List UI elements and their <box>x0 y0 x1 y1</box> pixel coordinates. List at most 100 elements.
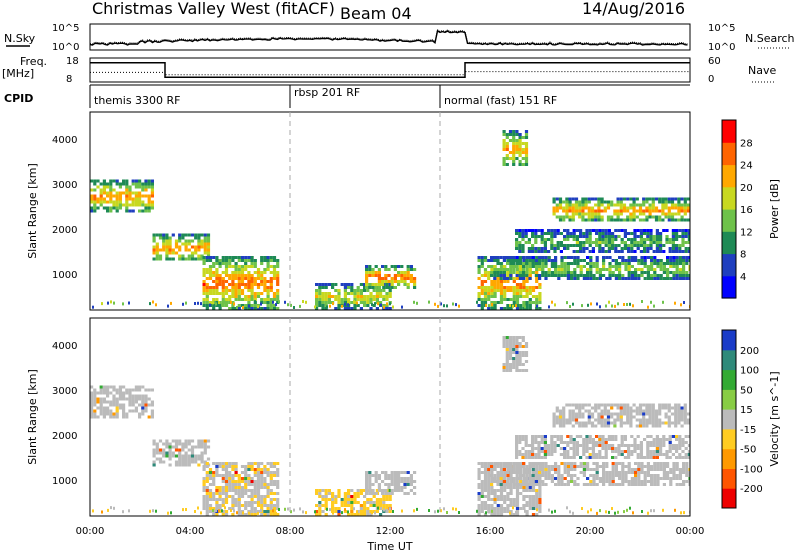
velocity-echo-cell <box>656 477 660 480</box>
x-tick-5: 20:00 <box>576 526 605 537</box>
power-echo-cell <box>493 268 497 271</box>
velocity-echo-cell <box>512 504 516 507</box>
power-echo-cell <box>115 209 119 213</box>
power-echo-cell <box>147 200 151 204</box>
velocity-echo-cell <box>642 421 646 425</box>
power-echo-cell <box>347 286 351 289</box>
velocity-echo-cell <box>502 366 506 369</box>
velocity-echo-cell <box>656 468 660 471</box>
velocity-echo-cell <box>409 480 413 483</box>
power-echo-cell <box>215 256 219 259</box>
power-echo-cell <box>544 265 548 268</box>
velocity-echo-cell <box>566 471 570 474</box>
power-echo-cell <box>393 268 397 271</box>
power-echo-cell <box>670 212 675 216</box>
velocity-echo-cell <box>162 451 166 455</box>
power-echo-cell <box>661 200 665 204</box>
power-echo-cell <box>618 268 622 271</box>
power-echo-cell <box>276 292 280 295</box>
power-echo-cell <box>387 280 391 283</box>
power-echo-cell <box>515 247 519 250</box>
velocity-echo-cell <box>656 462 660 465</box>
power-echo-cell <box>212 292 216 295</box>
power-echo-cell <box>587 209 591 213</box>
power-echo-cell <box>324 301 328 304</box>
power-echo-cell <box>560 256 564 259</box>
power-echo-cell <box>553 250 557 253</box>
velocity-echo-cell <box>234 465 238 468</box>
velocity-echo-cell <box>522 489 526 492</box>
power-echo-cell <box>392 305 394 309</box>
power-echo-cell <box>380 303 382 307</box>
power-echo-cell <box>230 300 232 304</box>
power-echo-cell <box>505 148 509 151</box>
velocity-echo-cell <box>640 462 644 465</box>
velocity-echo-cell <box>480 480 484 483</box>
velocity-echo-cell <box>683 409 687 413</box>
velocity-echo-cell <box>350 501 354 504</box>
power-echo-cell <box>648 203 652 207</box>
power-echo-cell <box>202 259 206 262</box>
power-echo-cell <box>106 191 110 195</box>
velocity-echo-cell <box>675 435 679 438</box>
power-echo-cell <box>502 259 506 262</box>
velocity-echo-cell <box>638 418 643 422</box>
velocity-echo-cell <box>125 391 129 395</box>
velocity-echo-cell <box>231 495 235 498</box>
power-echo-cell <box>480 289 484 292</box>
power-echo-cell <box>661 212 665 216</box>
power-echo-cell <box>538 277 542 280</box>
power-echo-cell <box>553 244 557 247</box>
velocity-echo-cell <box>627 468 631 471</box>
velocity-echo-cell <box>603 421 607 425</box>
velocity-echo-cell <box>534 480 538 483</box>
power-echo-cell <box>597 215 601 219</box>
velocity-echo-cell <box>588 435 592 438</box>
velocity-echo-cell <box>200 439 204 443</box>
velocity-echo-cell <box>152 439 156 443</box>
velocity-echo-cell <box>208 471 213 474</box>
power-echo-cell <box>212 289 216 292</box>
velocity-echo-cell <box>509 513 513 516</box>
velocity-echo-cell <box>557 471 561 474</box>
power-echo-cell <box>384 274 388 277</box>
velocity-echo-cell <box>331 492 335 495</box>
power-echo-cell <box>629 206 633 210</box>
velocity-echo-cell <box>515 468 520 471</box>
velocity-echo-cell <box>531 462 535 465</box>
velocity-echo-cell <box>684 435 688 438</box>
power-echo-cell <box>512 304 514 308</box>
power-echo-cell <box>639 229 643 232</box>
velocity-echo-cell <box>131 400 135 404</box>
power-echo-cell <box>531 229 535 232</box>
power-echo-cell <box>388 295 392 298</box>
power-echo-cell <box>147 206 151 210</box>
power-echo-cell <box>502 160 506 163</box>
velocity-echo-cell <box>256 480 261 483</box>
velocity-echo-cell <box>112 394 116 398</box>
velocity-echo-cell <box>253 480 257 483</box>
velocity-echo-cell <box>477 504 481 507</box>
power-echo-cell <box>509 298 513 301</box>
velocity-echo-cell <box>332 511 334 515</box>
velocity-echo-cell <box>205 477 209 480</box>
velocity-echo-cell <box>236 511 238 515</box>
power-echo-cell <box>118 203 122 207</box>
power-echo-cell <box>477 292 481 295</box>
velocity-echo-cell <box>672 465 676 468</box>
power-echo-cell <box>586 274 590 277</box>
power-echo-cell <box>272 298 277 301</box>
power-echo-cell <box>665 235 669 238</box>
velocity-echo-cell <box>215 509 217 512</box>
velocity-echo-cell <box>563 483 567 486</box>
power-echo-cell <box>256 286 261 289</box>
power-echo-cell <box>382 295 386 298</box>
power-echo-cell <box>627 259 631 262</box>
power-echo-cell <box>318 301 322 304</box>
power-echo-cell <box>490 307 494 310</box>
velocity-echo-cell <box>560 483 564 486</box>
power-echo-cell <box>381 280 385 283</box>
power-echo-cell <box>518 160 522 163</box>
power-echo-cell <box>353 298 357 301</box>
power-echo-cell <box>681 244 685 247</box>
